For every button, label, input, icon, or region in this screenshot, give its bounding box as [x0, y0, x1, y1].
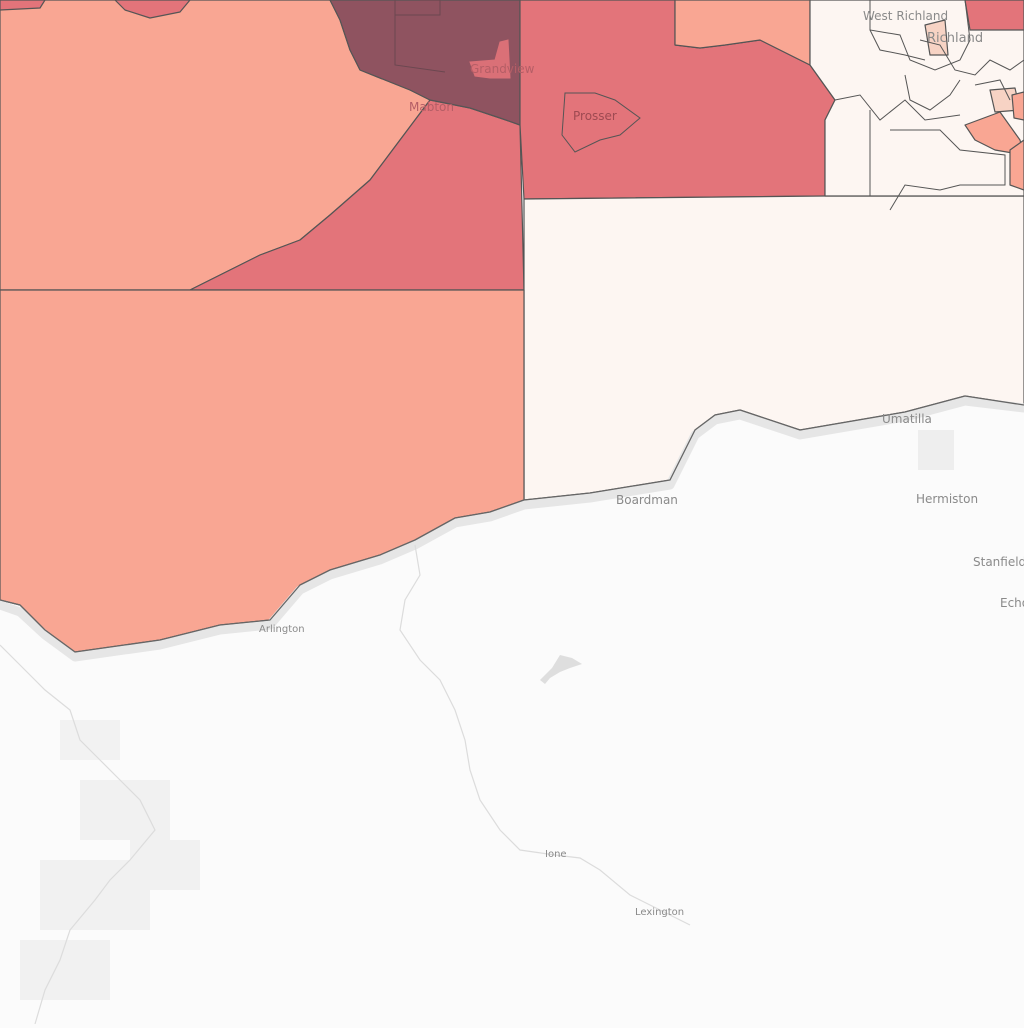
terrain-texture [20, 720, 200, 1000]
label-hermiston: Hermiston [916, 492, 978, 506]
region-tricities-tract-1[interactable] [964, 0, 1024, 31]
place-labels: West Richland Richland Grandview Mabton … [259, 9, 1024, 918]
prosser-boundary [561, 92, 641, 153]
region-tricities-tract-5[interactable] [924, 19, 949, 56]
label-richland: Richland [927, 31, 983, 46]
label-arlington: Arlington [259, 624, 305, 635]
label-west-richland: West Richland [863, 9, 948, 23]
tract-boundaries [834, 0, 1024, 211]
grid-boundary [394, 0, 446, 73]
grandview-boundary [469, 39, 511, 79]
region-top-left-patch-1[interactable] [0, 0, 46, 11]
label-grandview: Grandview [470, 62, 535, 76]
label-boardman: Boardman [616, 493, 678, 507]
region-tricities-tract-3[interactable] [1009, 139, 1024, 191]
region-top-left-patch-2[interactable] [114, 0, 191, 19]
label-stanfield: Stanfield [973, 555, 1024, 569]
label-ione: Ione [545, 849, 567, 860]
label-prosser: Prosser [573, 109, 617, 123]
lake [540, 655, 582, 684]
region-tricities-base[interactable] [809, 0, 1024, 197]
label-umatilla: Umatilla [882, 412, 932, 426]
columbia-river [0, 395, 1024, 662]
label-lexington: Lexington [635, 907, 684, 918]
urban-area-hermiston [918, 430, 954, 470]
label-echo: Echo [1000, 596, 1024, 610]
choropleth-layer [0, 0, 1024, 653]
region-tricities-tract-6[interactable] [1011, 91, 1024, 121]
label-mabton: Mabton [409, 100, 454, 114]
streams [0, 544, 691, 1025]
